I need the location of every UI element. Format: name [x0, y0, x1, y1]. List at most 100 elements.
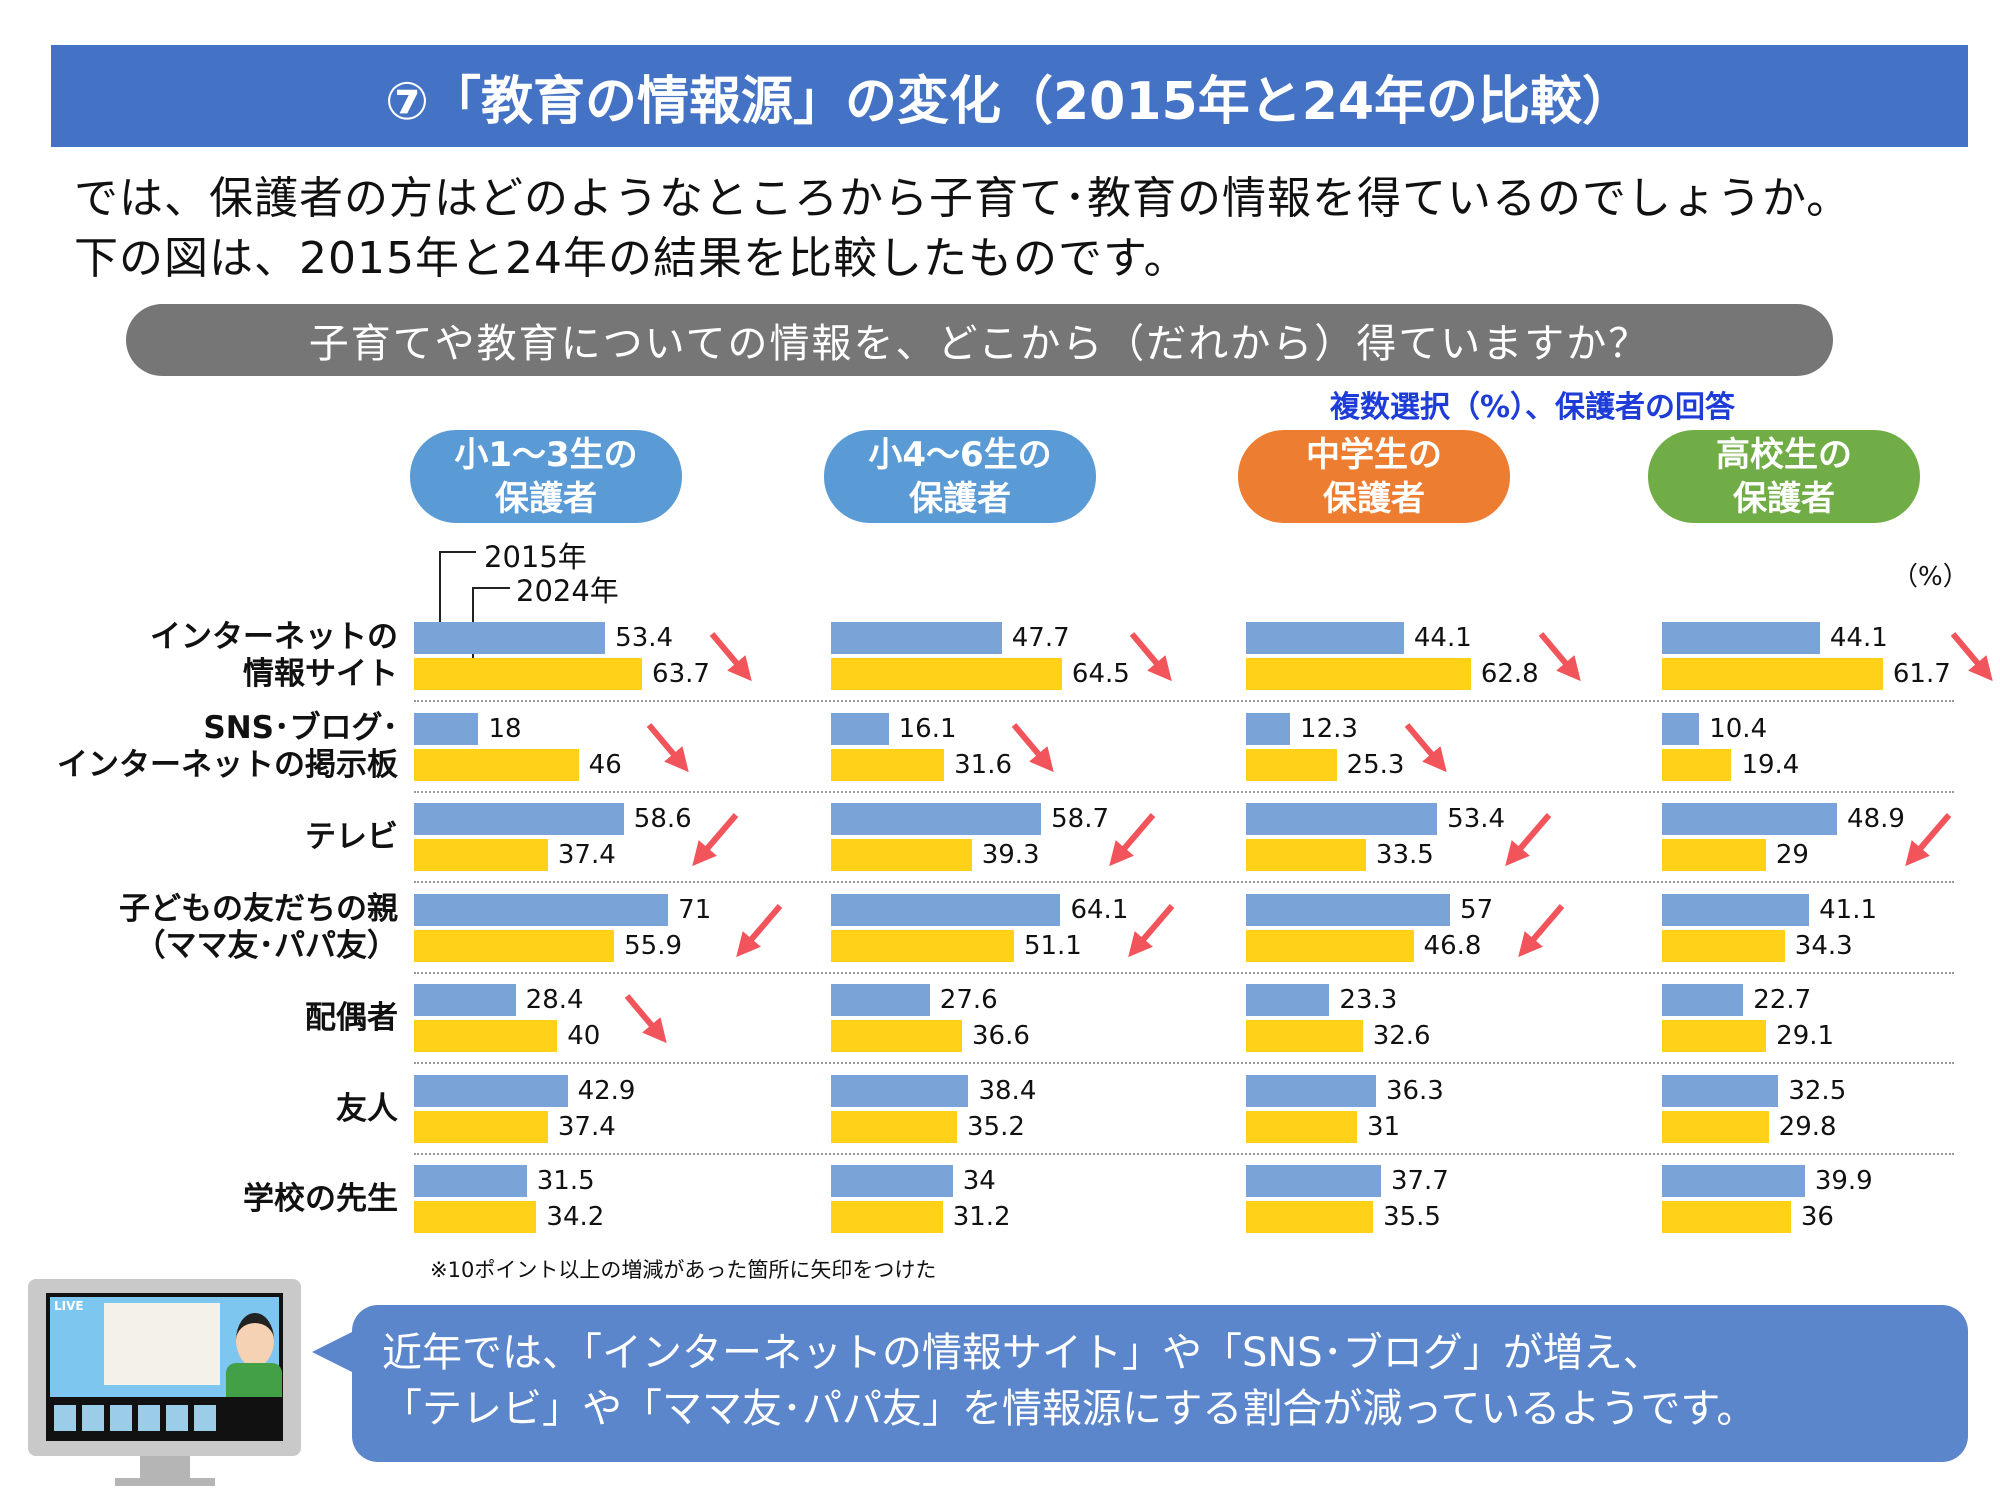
value-label-2015: 57 — [1460, 894, 1494, 925]
category-label: 子どもの友だちの親 （ママ友･パパ友） — [119, 890, 398, 964]
increase-arrow-icon — [646, 722, 689, 772]
value-label-2024: 51.1 — [1023, 930, 1082, 961]
value-label-2015: 64.1 — [1070, 894, 1129, 925]
bar-2024 — [1246, 748, 1337, 781]
bar-2015 — [1662, 893, 1810, 926]
bar-2024 — [414, 929, 615, 962]
value-label-2015: 18 — [488, 713, 522, 744]
value-label-2024: 46 — [588, 749, 622, 780]
bar-2015 — [1246, 984, 1330, 1016]
value-label-2015: 34 — [962, 1166, 996, 1196]
live-label: LIVE — [54, 1299, 84, 1313]
monitor-screen: LIVE — [46, 1293, 283, 1441]
speech-bubble-tail — [312, 1330, 356, 1374]
bar-2015 — [831, 893, 1061, 926]
group-header: 小1～3生の 保護者 — [410, 430, 682, 523]
value-label-2015: 27.6 — [939, 985, 998, 1015]
legend-2015: 2015年 — [484, 540, 587, 574]
value-label-2015: 58.6 — [633, 804, 692, 834]
category-label: テレビ — [305, 819, 398, 855]
value-label-2024: 37.4 — [557, 840, 616, 870]
decrease-arrow-icon — [691, 813, 739, 867]
bar-2015 — [414, 1074, 568, 1107]
bar-2024 — [831, 929, 1014, 962]
bar-2015 — [414, 984, 516, 1016]
value-label-2024: 61.7 — [1892, 659, 1951, 689]
bar-2015 — [1246, 1074, 1376, 1107]
value-label-2015: 47.7 — [1011, 623, 1070, 653]
bar-2015 — [1246, 803, 1438, 835]
bar-2024 — [831, 1110, 958, 1143]
value-label-2024: 31.6 — [954, 749, 1013, 780]
value-label-2015: 31.5 — [536, 1166, 595, 1196]
bar-2024 — [1662, 658, 1883, 690]
value-label-2024: 33.5 — [1375, 840, 1434, 870]
presenter-icon — [236, 1313, 274, 1367]
bubble-line-2: 「テレビ」や「ママ友･パパ友」を情報源にする割合が減っているようです。 — [382, 1386, 1757, 1432]
value-label-2024: 37.4 — [557, 1111, 616, 1142]
bar-2015 — [414, 712, 479, 745]
increase-arrow-icon — [709, 632, 752, 682]
value-label-2015: 71 — [678, 894, 712, 925]
bar-2024 — [414, 1110, 548, 1143]
row-separator — [414, 1062, 1954, 1064]
bar-2024 — [1662, 1201, 1791, 1233]
category-label: 学校の先生 — [243, 1181, 398, 1217]
bar-2015 — [831, 712, 889, 745]
bar-2015 — [831, 984, 930, 1016]
group-header: 中学生の 保護者 — [1238, 430, 1510, 523]
bar-2024 — [414, 1201, 537, 1233]
bar-2015 — [1246, 712, 1291, 745]
row-separator — [414, 971, 1954, 974]
bar-2024 — [1246, 1020, 1363, 1052]
value-label-2024: 46.8 — [1423, 930, 1482, 961]
response-note: 複数選択（%）、保護者の回答 — [1330, 390, 1736, 425]
increase-arrow-icon — [1538, 632, 1581, 682]
row-separator — [414, 881, 1954, 883]
bar-2024 — [414, 839, 548, 871]
bar-2024 — [1662, 748, 1732, 781]
speech-bubble: 近年では、「インターネットの情報サイト」や「SNS･ブログ」が増え、 「テレビ」… — [352, 1305, 1968, 1462]
group-header: 小4～6生の 保護者 — [824, 430, 1096, 523]
value-label-2024: 32.6 — [1372, 1021, 1431, 1051]
page-title: ⑦「教育の情報源」の変化（2015年と24年の比較） — [384, 71, 1635, 132]
value-label-2015: 22.7 — [1753, 985, 1812, 1015]
bar-2015 — [1246, 893, 1451, 926]
value-label-2015: 28.4 — [525, 985, 584, 1015]
bar-2024 — [414, 658, 643, 690]
category-label: SNS･ブログ･ インターネットの掲示板 — [57, 709, 398, 783]
value-label-2015: 32.5 — [1788, 1075, 1847, 1106]
value-label-2024: 25.3 — [1346, 749, 1405, 780]
value-label-2015: 10.4 — [1709, 713, 1768, 744]
bar-2024 — [1662, 839, 1766, 871]
value-label-2015: 41.1 — [1819, 894, 1878, 925]
bar-2015 — [414, 622, 606, 654]
monitor-stand — [140, 1456, 190, 1478]
title-bar: ⑦「教育の情報源」の変化（2015年と24年の比較） — [51, 45, 1968, 147]
bar-2024 — [1246, 839, 1366, 871]
row-separator — [414, 790, 1954, 793]
value-label-2015: 12.3 — [1300, 713, 1358, 744]
value-label-2024: 64.5 — [1071, 659, 1130, 689]
bar-2015 — [1662, 622, 1820, 654]
value-label-2015: 53.4 — [615, 623, 674, 653]
bar-2024 — [1246, 658, 1471, 690]
footnote: ※10ポイント以上の増減があった箇所に矢印をつけた — [430, 1258, 937, 1282]
value-label-2024: 36 — [1800, 1202, 1834, 1232]
decrease-arrow-icon — [1505, 813, 1552, 867]
bar-2024 — [831, 839, 972, 871]
question-banner: 子育てや教育についての情報を、どこから（だれから）得ていますか？ — [126, 304, 1833, 376]
value-label-2024: 19.4 — [1741, 749, 1800, 780]
bar-2024 — [1246, 1110, 1357, 1143]
bar-2015 — [1662, 984, 1744, 1016]
value-label-2015: 53.4 — [1447, 804, 1506, 834]
increase-arrow-icon — [624, 994, 667, 1044]
value-label-2024: 35.5 — [1383, 1202, 1441, 1232]
increase-arrow-icon — [1011, 722, 1054, 772]
row-separator — [414, 700, 1954, 702]
value-label-2015: 37.7 — [1390, 1166, 1449, 1196]
whiteboard — [104, 1303, 220, 1385]
bar-2015 — [1246, 1165, 1381, 1197]
bar-2024 — [1662, 1020, 1767, 1052]
bar-2015 — [1662, 1165, 1805, 1197]
